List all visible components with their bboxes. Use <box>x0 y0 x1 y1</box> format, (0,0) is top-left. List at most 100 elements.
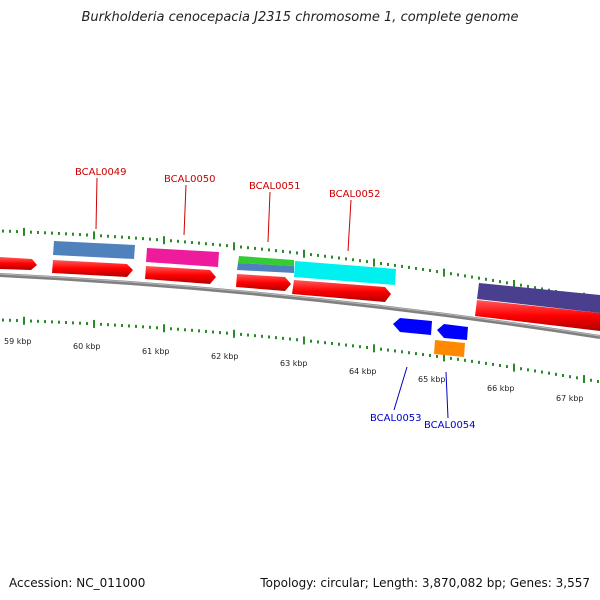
tick-mark <box>345 343 347 347</box>
tick-mark <box>408 351 410 355</box>
tick-mark <box>443 353 445 362</box>
genome-backbone <box>0 273 600 339</box>
kbp-label: 64 kbp <box>349 367 377 376</box>
tick-mark <box>436 354 438 358</box>
tick-mark <box>296 251 298 255</box>
tick-mark <box>86 233 88 237</box>
gene-label[interactable]: BCAL0050 <box>164 174 216 185</box>
gene-bar-bcal0051[interactable] <box>238 256 294 266</box>
tick-mark <box>394 263 396 267</box>
cds-arrow[interactable] <box>0 257 37 270</box>
tick-mark <box>555 372 557 376</box>
tick-mark <box>387 348 389 352</box>
tick-mark <box>450 356 452 360</box>
tick-mark <box>16 230 18 234</box>
cds-arrow[interactable] <box>52 260 133 277</box>
tick-mark <box>163 236 165 245</box>
gene-label[interactable]: BCAL0051 <box>249 181 301 192</box>
tick-mark <box>415 352 417 356</box>
tick-mark <box>296 338 298 342</box>
leader-line <box>183 184 187 236</box>
leader-line <box>445 371 449 419</box>
gene-label[interactable]: BCAL0053 <box>370 413 422 424</box>
cds-arrow[interactable] <box>292 280 391 302</box>
tick-mark <box>156 238 158 242</box>
tick-mark <box>149 325 151 329</box>
tick-mark <box>247 333 249 337</box>
tick-mark <box>275 249 277 253</box>
kbp-label: 59 kbp <box>4 337 32 346</box>
gene-bar-bcal0052[interactable] <box>294 261 396 285</box>
tick-mark <box>128 236 130 240</box>
tick-mark <box>170 239 172 243</box>
map-title: Burkholderia cenocepacia J2315 chromosom… <box>81 10 519 25</box>
tick-mark <box>317 340 319 344</box>
tick-mark <box>86 322 88 326</box>
gene-label[interactable]: BCAL0054 <box>424 420 476 431</box>
tick-mark <box>58 231 60 235</box>
tick-mark <box>457 357 459 361</box>
tick-mark <box>219 331 221 335</box>
tick-mark <box>443 268 445 277</box>
gene-bar-neighbor[interactable] <box>477 283 600 313</box>
tick-mark <box>198 329 200 333</box>
tick-mark <box>506 281 508 285</box>
tick-mark <box>527 368 529 372</box>
tick-mark <box>100 322 102 326</box>
tick-mark <box>72 321 74 325</box>
tick-mark <box>359 259 361 263</box>
gene-features <box>53 241 600 357</box>
cds-arrow[interactable] <box>145 266 216 284</box>
tick-mark <box>226 331 228 335</box>
tick-mark <box>163 324 165 333</box>
gene-arrow-bcal0053[interactable] <box>393 318 432 335</box>
tick-mark <box>359 345 361 349</box>
tick-mark <box>128 324 130 328</box>
tick-mark <box>520 283 522 287</box>
tick-mark <box>261 247 263 251</box>
tick-mark <box>100 234 102 238</box>
tick-mark <box>485 361 487 365</box>
tick-mark <box>352 344 354 348</box>
gene-label[interactable]: BCAL0052 <box>329 189 381 200</box>
tick-mark <box>506 365 508 369</box>
tick-row-lower <box>2 316 599 384</box>
tick-mark <box>345 257 347 261</box>
tick-mark <box>415 266 417 270</box>
tick-mark <box>513 280 515 289</box>
kbp-label: 62 kbp <box>211 352 239 361</box>
cds-arrow[interactable] <box>475 300 600 331</box>
gene-bar-bcal0054[interactable] <box>434 340 465 357</box>
gene-labels: BCAL0049 BCAL0050 BCAL0051 BCAL0052 BCAL… <box>75 167 476 431</box>
cds-arrow[interactable] <box>236 274 291 291</box>
tick-mark <box>16 319 18 323</box>
tick-mark <box>247 246 249 250</box>
tick-mark <box>142 325 144 329</box>
tick-mark <box>191 328 193 332</box>
tick-mark <box>394 349 396 353</box>
tick-mark <box>429 268 431 272</box>
tick-mark <box>422 353 424 357</box>
gene-bar-bcal0051b[interactable] <box>237 263 294 273</box>
gene-label[interactable]: BCAL0049 <box>75 167 127 178</box>
tick-mark <box>275 336 277 340</box>
tick-mark <box>30 230 32 234</box>
forward-cds-track <box>0 257 600 331</box>
tick-mark <box>373 344 375 353</box>
gene-bar-bcal0050[interactable] <box>146 248 219 267</box>
tick-mark <box>114 323 116 327</box>
gene-bar-bcal0049[interactable] <box>53 241 135 259</box>
tick-mark <box>527 284 529 288</box>
tick-mark <box>9 229 11 233</box>
gene-arrow-bcal0054[interactable] <box>437 324 468 340</box>
tick-mark <box>310 339 312 343</box>
tick-mark <box>107 323 109 327</box>
tick-mark <box>254 246 256 250</box>
tick-mark <box>478 360 480 364</box>
tick-mark <box>233 329 235 338</box>
tick-mark <box>303 249 305 258</box>
kbp-scale: 59 kbp 60 kbp 61 kbp 62 kbp 63 kbp 64 kb… <box>4 337 584 403</box>
tick-mark <box>450 272 452 276</box>
tick-mark <box>240 245 242 249</box>
